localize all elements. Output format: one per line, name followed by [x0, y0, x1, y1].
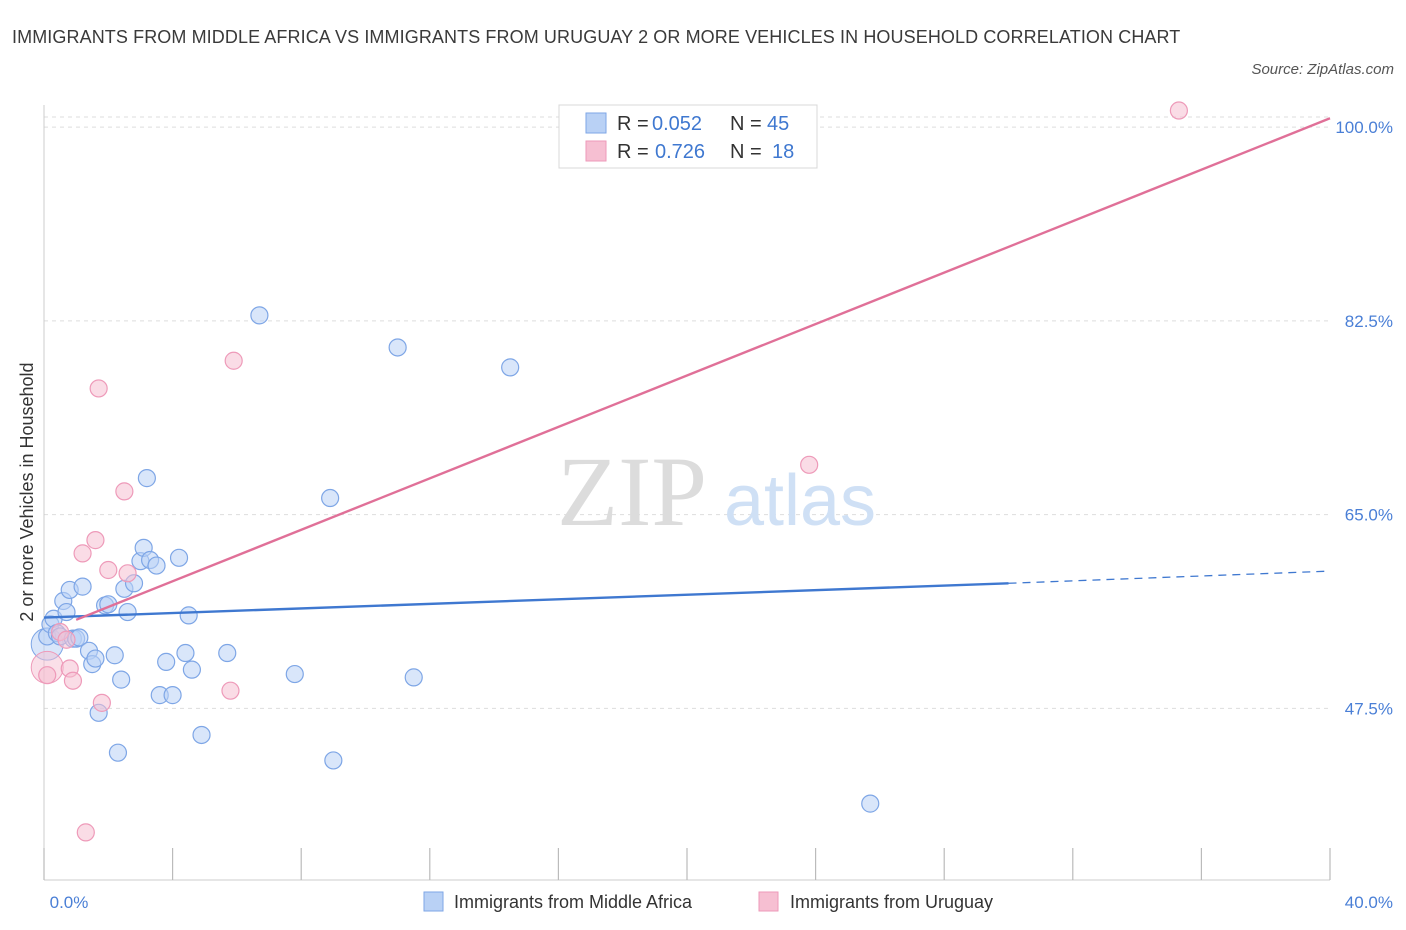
- legend-r-value-2: 0.726: [655, 141, 705, 163]
- point-middle-africa-32: [169, 548, 189, 567]
- trend-line-middle-africa-extension: [1008, 570, 1331, 584]
- legend-r-value-1: 0.052: [652, 113, 702, 135]
- point-uruguay-14: [224, 351, 243, 370]
- point-uruguay-12: [76, 823, 95, 842]
- point-uruguay-16: [1169, 101, 1188, 120]
- x-tick-label-min: 0.0%: [50, 893, 89, 912]
- legend-n-value-1: 45: [767, 113, 789, 135]
- point-uruguay-11: [118, 564, 137, 583]
- point-middle-africa-19: [108, 743, 128, 762]
- point-middle-africa-22: [118, 602, 137, 622]
- point-middle-africa-14: [86, 649, 105, 668]
- legend-n-value-2: 18: [772, 141, 794, 163]
- series-swatch-uruguay: [758, 891, 779, 912]
- point-uruguay-9: [99, 560, 118, 580]
- chart-title: IMMIGRANTS FROM MIDDLE AFRICA VS IMMIGRA…: [12, 27, 1181, 47]
- point-middle-africa-40: [321, 488, 340, 508]
- x-tick-label-max: 40.0%: [1345, 893, 1393, 912]
- series-label-uruguay: Immigrants from Uruguay: [790, 892, 993, 912]
- point-middle-africa-33: [176, 643, 195, 663]
- point-middle-africa-18: [105, 646, 124, 665]
- point-uruguay-10: [115, 482, 134, 501]
- watermark-zip: ZIP: [557, 436, 707, 547]
- point-middle-africa-36: [192, 725, 211, 745]
- point-middle-africa-41: [324, 751, 343, 770]
- legend-swatch-pink: [585, 140, 607, 162]
- series-label-middle-africa: Immigrants from Middle Africa: [454, 892, 693, 912]
- y-axis-label: 2 or more Vehicles in Household: [17, 362, 37, 621]
- point-uruguay-4: [63, 671, 83, 690]
- legend-r-label-1: R =: [617, 113, 649, 135]
- trend-lines: [43, 117, 1331, 621]
- point-middle-africa-30: [157, 652, 176, 671]
- point-uruguay-5: [73, 544, 92, 563]
- y-tick-label-3: 100.0%: [1335, 118, 1393, 137]
- legend-swatch-blue: [585, 112, 607, 134]
- point-middle-africa-26: [137, 469, 156, 488]
- grid-lines: [44, 116, 1330, 709]
- y-tick-label-0: 47.5%: [1345, 699, 1393, 718]
- trend-line-middle-africa: [43, 582, 1009, 619]
- watermark-atlas: atlas: [724, 461, 876, 541]
- point-uruguay-13: [221, 681, 240, 700]
- legend: R = 0.052 N = 45 R = 0.726 N = 18: [558, 104, 818, 169]
- watermark: ZIP atlas: [557, 436, 876, 547]
- y-tick-label-2: 82.5%: [1345, 312, 1393, 331]
- y-tick-label-1: 65.0%: [1345, 506, 1393, 525]
- point-middle-africa-37: [218, 643, 237, 663]
- point-middle-africa-34: [179, 606, 198, 625]
- tick-labels: 47.5% 65.0% 82.5% 100.0% 0.0% 40.0%: [50, 118, 1393, 912]
- point-uruguay-2: [57, 630, 76, 649]
- legend-n-label-2: N =: [730, 141, 762, 163]
- point-middle-africa-45: [861, 794, 880, 813]
- point-uruguay-6: [86, 531, 105, 550]
- point-middle-africa-38: [250, 306, 269, 325]
- point-middle-africa-43: [404, 668, 423, 687]
- point-middle-africa-44: [501, 358, 520, 377]
- point-middle-africa-39: [285, 664, 304, 684]
- legend-n-label-1: N =: [730, 113, 762, 135]
- point-uruguay-15: [800, 455, 819, 474]
- trend-line-uruguay: [75, 117, 1331, 621]
- point-middle-africa-42: [388, 338, 407, 357]
- point-uruguay-7: [89, 379, 108, 398]
- legend-r-label-2: R =: [617, 141, 649, 163]
- point-middle-africa-35: [182, 660, 201, 679]
- series-swatch-middle-africa: [423, 891, 444, 912]
- point-middle-africa-11: [73, 577, 92, 596]
- point-middle-africa-20: [112, 670, 131, 689]
- axes: [43, 105, 1331, 881]
- point-middle-africa-31: [163, 686, 182, 705]
- data-points: [30, 101, 1188, 842]
- source-label: Source: ZipAtlas.com: [1251, 61, 1394, 78]
- point-uruguay-8: [92, 693, 111, 712]
- point-middle-africa-28: [147, 556, 166, 575]
- point-uruguay-0: [38, 666, 57, 685]
- series-legend: Immigrants from Middle Africa Immigrants…: [423, 891, 993, 912]
